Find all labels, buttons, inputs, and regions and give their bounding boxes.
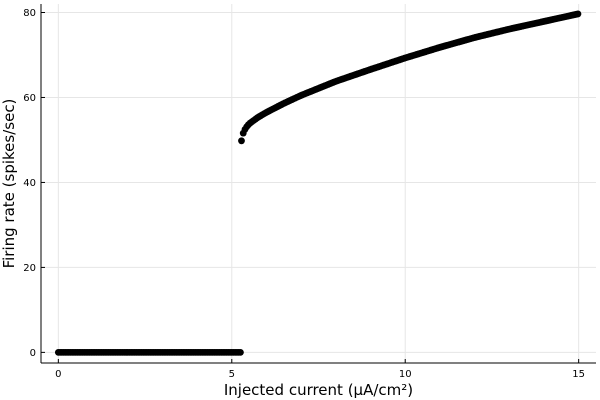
data-point (574, 10, 582, 18)
data-points (54, 10, 582, 356)
x-tick-label: 5 (229, 369, 235, 380)
axes (40, 4, 596, 364)
y-tick-label: 80 (23, 8, 36, 19)
x-axis-label: Injected current (μA/cm²) (224, 381, 413, 399)
y-tick-label: 40 (23, 178, 36, 189)
x-tick-label: 0 (55, 369, 61, 380)
data-point (238, 137, 245, 145)
y-tick-label: 20 (23, 263, 36, 274)
x-tick-label: 10 (399, 369, 412, 380)
y-tick-label: 60 (23, 93, 36, 104)
y-axis-label: Firing rate (spikes/sec) (0, 99, 18, 269)
grid (41, 4, 596, 363)
tick-labels: 0 5 10 15 0 20 40 60 80 (23, 8, 585, 380)
y-tick-label: 0 (30, 348, 36, 359)
x-tick-label: 15 (572, 369, 585, 380)
data-point (237, 348, 244, 356)
